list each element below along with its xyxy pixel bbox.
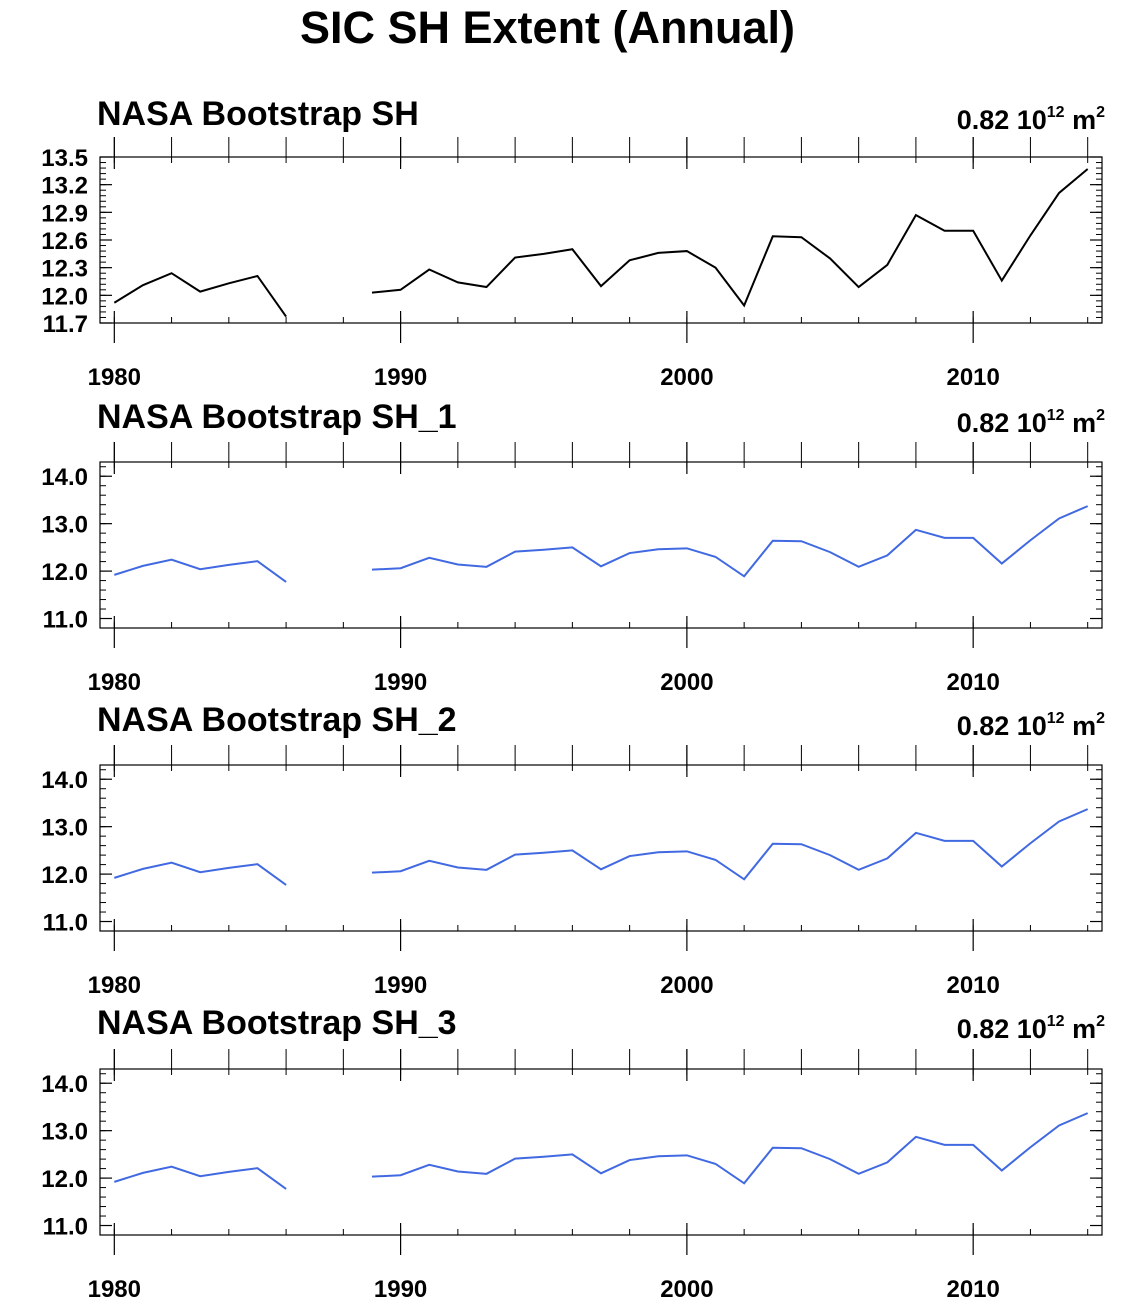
series-line <box>114 1165 287 1190</box>
units-value: 0.82 10 <box>956 408 1047 438</box>
units-unit: m <box>1064 105 1097 135</box>
x-tick-label: 2000 <box>660 972 713 999</box>
y-tick-label: 12.3 <box>41 256 88 283</box>
panel-units-label: 0.82 1012 m2 <box>956 104 1105 136</box>
plot-frame <box>99 1068 1103 1236</box>
x-tick-label: 1980 <box>88 972 141 999</box>
y-tick-label: 11.0 <box>43 910 88 937</box>
y-tick-label: 14.0 <box>41 1071 88 1098</box>
units-unit-exponent: 2 <box>1096 407 1105 424</box>
y-tick-label: 12.0 <box>41 559 88 586</box>
y-tick-label: 13.0 <box>41 815 88 842</box>
series-line <box>113 272 287 318</box>
panel-units-label: 0.82 1012 m2 <box>956 407 1105 439</box>
x-tick-label: 2000 <box>660 1276 713 1303</box>
units-unit: m <box>1064 711 1097 741</box>
series-line <box>371 1112 1089 1185</box>
series-line <box>114 558 287 583</box>
y-tick-label: 13.2 <box>41 173 88 200</box>
y-tick-label: 14.0 <box>41 464 88 491</box>
y-tick-label: 13.0 <box>41 1119 88 1146</box>
units-unit-exponent: 2 <box>1096 1013 1105 1030</box>
x-tick-label: 1990 <box>374 364 427 391</box>
units-unit: m <box>1064 408 1097 438</box>
y-tick-label: 12.0 <box>41 1166 88 1193</box>
chart-main-title: SIC SH Extent (Annual) <box>299 2 796 53</box>
series-line <box>371 505 1089 578</box>
units-value: 0.82 10 <box>956 711 1047 741</box>
x-tick-label: 2000 <box>660 669 713 696</box>
units-value: 0.82 10 <box>956 1014 1047 1044</box>
panel-units-label: 0.82 1012 m2 <box>956 1013 1105 1045</box>
x-tick-label: 1980 <box>88 364 141 391</box>
x-tick-label: 1980 <box>88 1276 141 1303</box>
panel-units-label: 0.82 1012 m2 <box>956 710 1105 742</box>
units-unit-exponent: 2 <box>1096 710 1105 727</box>
y-tick-label: 11.0 <box>43 1214 88 1241</box>
units-exponent: 12 <box>1046 1013 1065 1030</box>
x-tick-label: 1990 <box>374 669 427 696</box>
y-tick-label: 12.0 <box>41 283 88 310</box>
units-unit-exponent: 2 <box>1096 104 1105 121</box>
y-tick-label: 11.0 <box>43 607 88 634</box>
plot-frame <box>99 156 1103 324</box>
units-value: 0.82 10 <box>956 105 1047 135</box>
panel-title: NASA Bootstrap SH_3 <box>97 1004 457 1042</box>
units-exponent: 12 <box>1046 407 1065 424</box>
x-tick-label: 1980 <box>88 669 141 696</box>
y-tick-label: 12.9 <box>41 200 88 227</box>
x-tick-label: 1990 <box>374 1276 427 1303</box>
x-tick-label: 1990 <box>374 972 427 999</box>
series-line <box>114 861 287 886</box>
y-tick-label: 13.0 <box>41 512 88 539</box>
y-tick-label: 12.0 <box>41 862 88 889</box>
series-line <box>371 808 1089 881</box>
series-line <box>371 168 1089 308</box>
y-tick-label: 14.0 <box>41 767 88 794</box>
y-tick-label: 13.5 <box>41 145 88 172</box>
x-tick-label: 2010 <box>946 364 999 391</box>
units-exponent: 12 <box>1046 104 1065 121</box>
plot-frame <box>99 461 1103 629</box>
plot-frame <box>99 764 1103 932</box>
x-tick-label: 2010 <box>946 669 999 696</box>
panel-title: NASA Bootstrap SH_2 <box>97 701 457 739</box>
panel-title: NASA Bootstrap SH_1 <box>97 398 457 436</box>
panel-title: NASA Bootstrap SH <box>97 95 419 133</box>
x-tick-label: 2010 <box>946 1276 999 1303</box>
units-exponent: 12 <box>1046 710 1065 727</box>
y-tick-label: 11.7 <box>43 311 88 338</box>
x-tick-label: 2000 <box>660 364 713 391</box>
y-tick-label: 12.6 <box>41 228 88 255</box>
units-unit: m <box>1064 1014 1097 1044</box>
x-tick-label: 2010 <box>946 972 999 999</box>
